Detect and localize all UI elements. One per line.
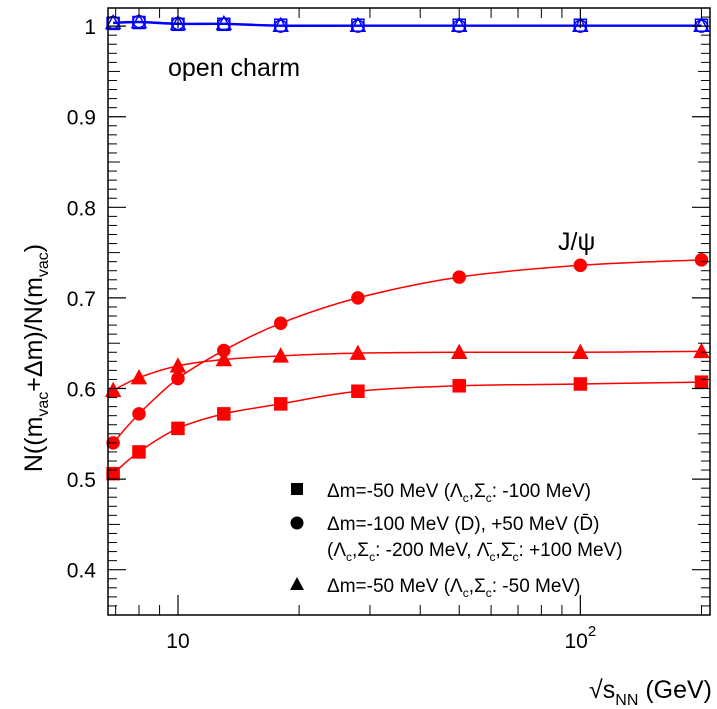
data-point-open-triangle: [693, 16, 710, 32]
data-point-open-triangle: [572, 16, 589, 32]
data-point-open-circle: [351, 19, 365, 33]
annotation-open-charm: open charm: [168, 54, 300, 82]
y-tick-label: 0.5: [67, 469, 96, 492]
legend-entry-1: Δm=-50 MeV (Λc,Σc: -100 MeV): [327, 481, 591, 505]
data-point-circle: [171, 371, 185, 386]
data-point-circle: [452, 270, 466, 284]
series-line: [112, 350, 702, 391]
data-point-open-triangle: [215, 14, 233, 31]
data-point-circle: [273, 316, 288, 331]
data-point-triangle: [693, 342, 710, 359]
y-tick-label: 0.6: [67, 379, 96, 402]
legend-entry-4: Δm=-50 MeV (Λc,Σc: -50 MeV): [327, 576, 580, 600]
data-point-triangle: [104, 381, 122, 398]
data-point-triangle: [215, 350, 233, 367]
data-point-open-circle: [452, 19, 466, 33]
x-axis-title: √sNN (GeV): [589, 676, 712, 709]
data-point-open-circle: [273, 19, 288, 33]
axis-layer: 0.4 0.5 0.6 0.7 0.8 0.9 1 10 102: [67, 7, 710, 653]
series-jpsi-square: [106, 375, 709, 481]
annotation-jpsi: J/ψ: [558, 228, 595, 256]
y-axis-title: N((mvac+Δm)/N(mvac): [20, 244, 52, 472]
series-open_charm-open-triangle: [104, 13, 710, 32]
x-tick-label: 10: [166, 630, 189, 653]
y-tick-label: 0.7: [67, 288, 96, 311]
data-point-square: [217, 407, 231, 421]
series-line: [112, 381, 702, 475]
y-tick-label: 0.8: [67, 197, 96, 220]
data-point-square: [171, 421, 185, 436]
data-point-triangle: [169, 357, 187, 373]
data-point-square: [452, 379, 466, 393]
data-point-open-triangle: [450, 16, 468, 32]
data-point-open-triangle: [130, 13, 148, 29]
legend-entry-3: (Λc,Σc: -200 MeV, Λ̄c,Σ̄c: +100 MeV): [327, 540, 623, 564]
data-point-circle: [132, 407, 146, 421]
data-point-triangle: [450, 343, 468, 360]
data-point-open-triangle: [272, 16, 289, 32]
data-point-circle: [694, 253, 709, 267]
data-point-square: [273, 397, 288, 411]
legend-entry-2: Δm=-100 MeV (D), +50 MeV (D̄): [327, 514, 599, 535]
data-point-circle: [573, 258, 588, 273]
data-point-square: [573, 377, 588, 391]
legend-marker-circle: [290, 516, 304, 530]
data-point-triangle: [349, 344, 367, 360]
legend-marker-square: [291, 483, 303, 495]
y-tick-label: 1: [84, 16, 96, 39]
x-tick-label: 102: [564, 623, 596, 653]
data-point-triangle: [572, 343, 589, 360]
series-jpsi-circle: [106, 253, 709, 450]
data-point-square: [694, 375, 709, 389]
data-point-open-triangle: [349, 16, 367, 32]
data-point-open-circle: [217, 17, 231, 32]
legend: Δm=-50 MeV (Λc,Σc: -100 MeV) Δm=-100 MeV…: [290, 481, 623, 600]
data-point-circle: [351, 291, 365, 305]
series-jpsi-triangle: [104, 342, 710, 398]
legend-marker-triangle: [290, 577, 304, 590]
data-point-open-triangle: [169, 14, 187, 31]
data-point-open-triangle: [104, 13, 122, 30]
data-point-square: [351, 384, 365, 398]
y-tick-label: 0.9: [67, 107, 96, 130]
data-point-square: [106, 466, 120, 481]
data-point-triangle: [272, 347, 289, 363]
plot-frame: [107, 7, 711, 616]
data-point-square: [132, 445, 146, 459]
y-tick-label: 0.4: [67, 560, 97, 583]
series-layer: [104, 13, 710, 481]
data-point-triangle: [130, 369, 148, 385]
